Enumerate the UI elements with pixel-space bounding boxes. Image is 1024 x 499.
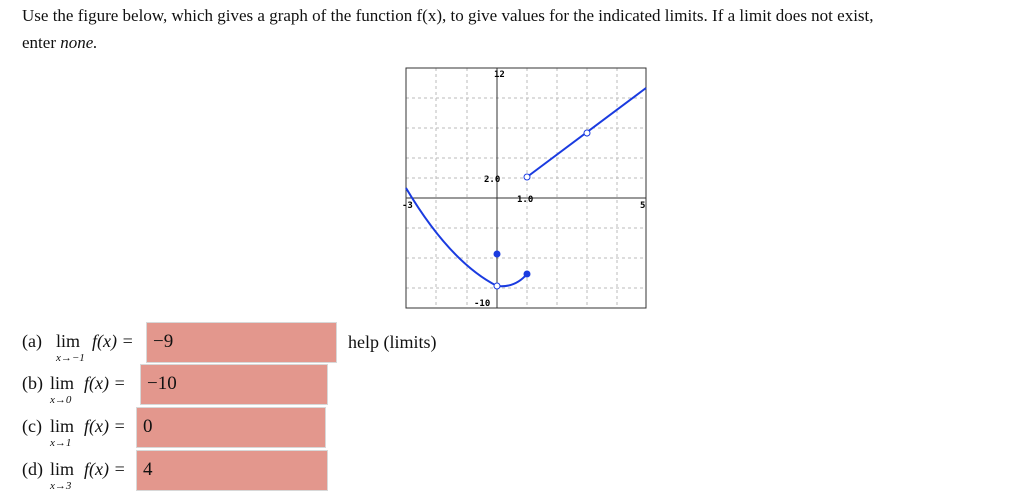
part-tag: (c) — [22, 416, 42, 436]
lim: lim — [50, 459, 75, 479]
lim-sub: x→1 — [50, 437, 72, 449]
expr: f(x) = — [84, 459, 126, 479]
part-tag: (b) — [22, 373, 43, 393]
answer-input[interactable]: 0 — [136, 407, 326, 448]
closed-point — [493, 250, 501, 258]
lim-sub: x→0 — [50, 394, 72, 406]
lim-sub: x→−1 — [56, 352, 85, 364]
closed-point — [523, 270, 531, 278]
part-tag: (d) — [22, 459, 43, 479]
axis-label: 5 — [640, 201, 645, 211]
axis-label: -3 — [402, 201, 413, 211]
axis-label: -10 — [474, 299, 490, 309]
expr: f(x) = — [84, 373, 126, 393]
open-point — [493, 282, 501, 290]
lim: lim — [50, 416, 75, 436]
open-point — [523, 173, 531, 181]
prompt-line: enter none. — [22, 33, 98, 53]
answer-input[interactable]: −9 — [146, 322, 337, 363]
answer-input[interactable]: 4 — [136, 450, 328, 491]
open-point — [583, 129, 591, 137]
prompt-em: none. — [60, 33, 98, 52]
part-tag: (a) — [22, 331, 42, 351]
lim: lim — [56, 331, 81, 351]
lim: lim — [50, 373, 75, 393]
help-link[interactable]: help (limits) — [348, 332, 437, 352]
answer-input[interactable]: −10 — [140, 364, 328, 405]
axis-label: 1.0 — [517, 195, 533, 205]
lim-sub: x→3 — [50, 480, 72, 492]
curve — [405, 187, 528, 288]
expr: f(x) = — [92, 331, 134, 351]
axis-label: 2.0 — [484, 175, 500, 185]
prompt-line: Use the figure below, which gives a grap… — [22, 6, 874, 25]
expr: f(x) = — [84, 416, 126, 436]
graph: 12 2.0 1.0 -3 5 -10 — [402, 67, 647, 309]
prompt-text: enter — [22, 33, 56, 52]
axis-label: 12 — [494, 70, 505, 80]
